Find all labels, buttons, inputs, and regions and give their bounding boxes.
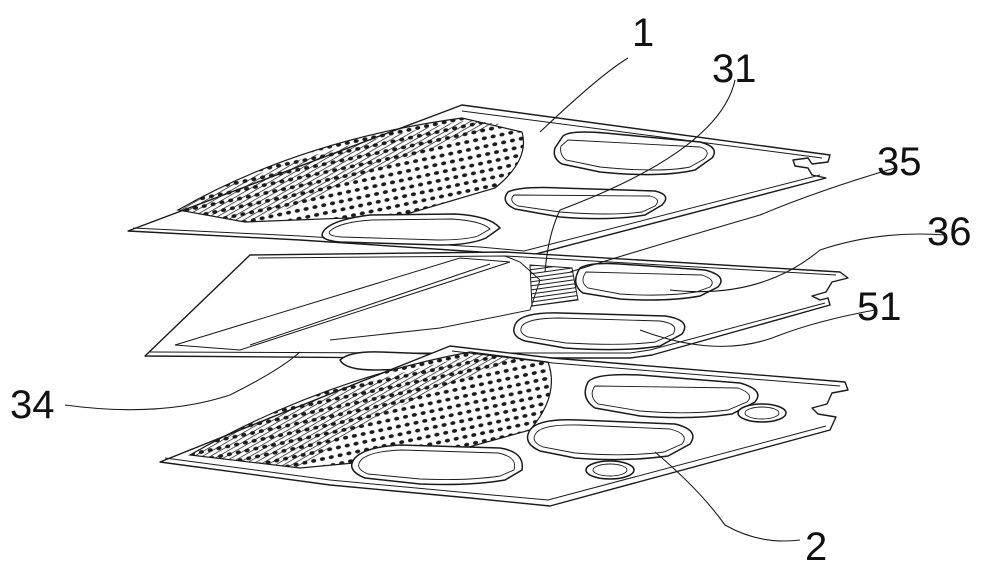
ref-label-35: 35 <box>877 140 922 184</box>
top-bipolar-plate <box>127 104 831 257</box>
top-plate-ribs <box>178 120 500 222</box>
middle-layer-channel <box>529 264 579 307</box>
ref-label-2: 2 <box>805 525 827 569</box>
leader-51 <box>639 309 876 347</box>
middle-membrane-layer <box>144 251 849 371</box>
ref-label-51: 51 <box>857 285 902 329</box>
leader-2 <box>654 451 801 542</box>
ref-label-34: 34 <box>10 383 55 427</box>
leader-1 <box>539 57 629 133</box>
leader-36 <box>669 233 946 293</box>
ref-label-31: 31 <box>712 47 757 91</box>
bottom-plate-ribs <box>190 354 520 468</box>
leader-35 <box>569 167 896 273</box>
leader-34 <box>64 351 301 411</box>
ref-label-36: 36 <box>927 210 972 254</box>
leader-lines <box>64 57 946 542</box>
reference-labels: 1 31 35 36 51 34 2 <box>10 11 972 569</box>
bottom-bipolar-plate <box>159 345 849 507</box>
ref-label-1: 1 <box>632 11 654 55</box>
leader-31 <box>544 79 736 273</box>
